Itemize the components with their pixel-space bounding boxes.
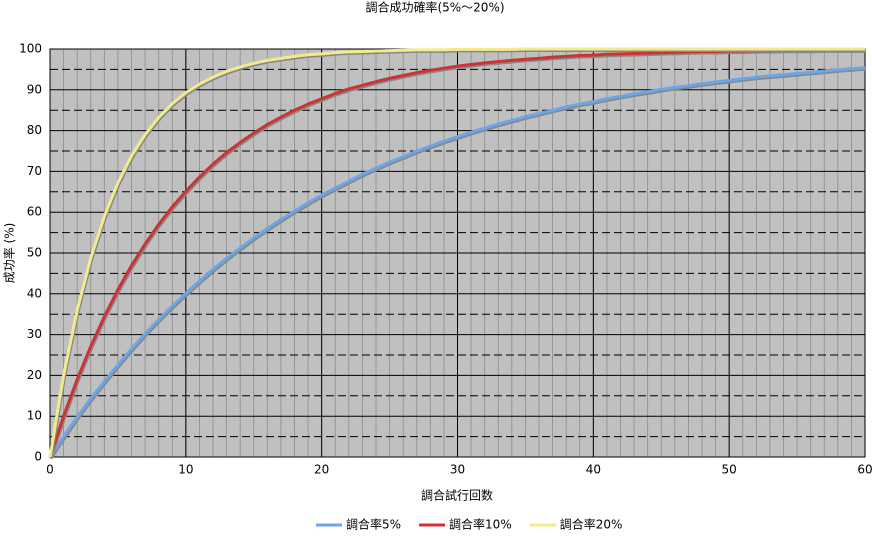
x-tick-label: 50: [722, 463, 737, 477]
y-tick-label: 100: [19, 42, 42, 56]
y-tick-label: 20: [27, 368, 42, 382]
y-tick-label: 80: [27, 123, 42, 137]
y-tick-label: 30: [27, 327, 42, 341]
y-axis-label: 成功率 (%): [2, 223, 17, 284]
legend-label: 調合率5%: [346, 517, 401, 532]
series-line: [48, 47, 865, 458]
x-tick-label: 0: [46, 463, 54, 477]
line-shadow: [49, 67, 867, 460]
y-tick-label: 10: [27, 409, 42, 423]
y-tick-label: 40: [27, 286, 42, 300]
x-axis-label: 調合試行回数: [421, 488, 493, 503]
y-tick-label: 0: [34, 450, 42, 464]
x-tick-label: 30: [450, 463, 465, 477]
legend-label: 調合率20%: [560, 517, 623, 532]
x-tick-label: 40: [586, 463, 601, 477]
y-tick-label: 90: [27, 82, 42, 96]
legend-label: 調合率10%: [449, 517, 512, 532]
y-tick-label: 70: [27, 164, 42, 178]
y-tick-label: 60: [27, 205, 42, 219]
x-tick-label: 20: [314, 463, 329, 477]
x-tick-label: 10: [178, 463, 193, 477]
legend: 調合率5% 調合率10% 調合率20%: [316, 517, 622, 532]
x-tick-label: 60: [857, 463, 872, 477]
series-line: [48, 66, 866, 458]
chart-title: 調合成功確率(5%〜20%): [365, 0, 504, 15]
y-tick-label: 50: [27, 246, 42, 260]
